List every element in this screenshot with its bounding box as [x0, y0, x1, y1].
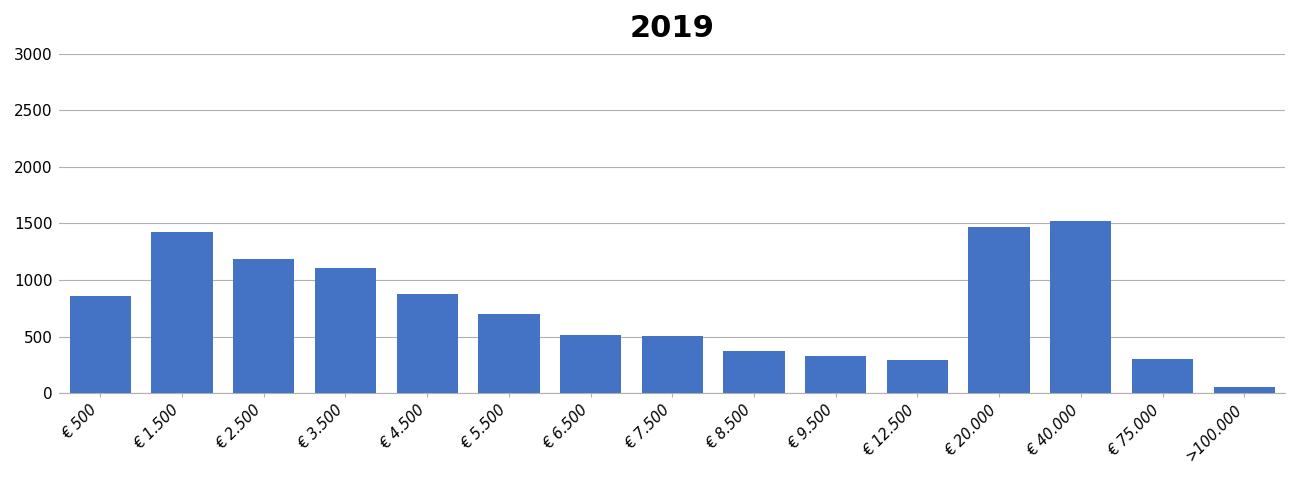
Bar: [396, 293, 457, 393]
Title: 2019: 2019: [630, 14, 714, 43]
Bar: [805, 356, 866, 393]
Bar: [233, 259, 295, 393]
Bar: [152, 232, 213, 393]
Bar: [887, 360, 948, 393]
Bar: [1131, 359, 1194, 393]
Bar: [314, 268, 377, 393]
Bar: [70, 296, 131, 393]
Bar: [724, 351, 785, 393]
Bar: [478, 314, 539, 393]
Bar: [1050, 221, 1112, 393]
Bar: [1213, 387, 1274, 393]
Bar: [969, 228, 1030, 393]
Bar: [642, 336, 703, 393]
Bar: [560, 335, 621, 393]
